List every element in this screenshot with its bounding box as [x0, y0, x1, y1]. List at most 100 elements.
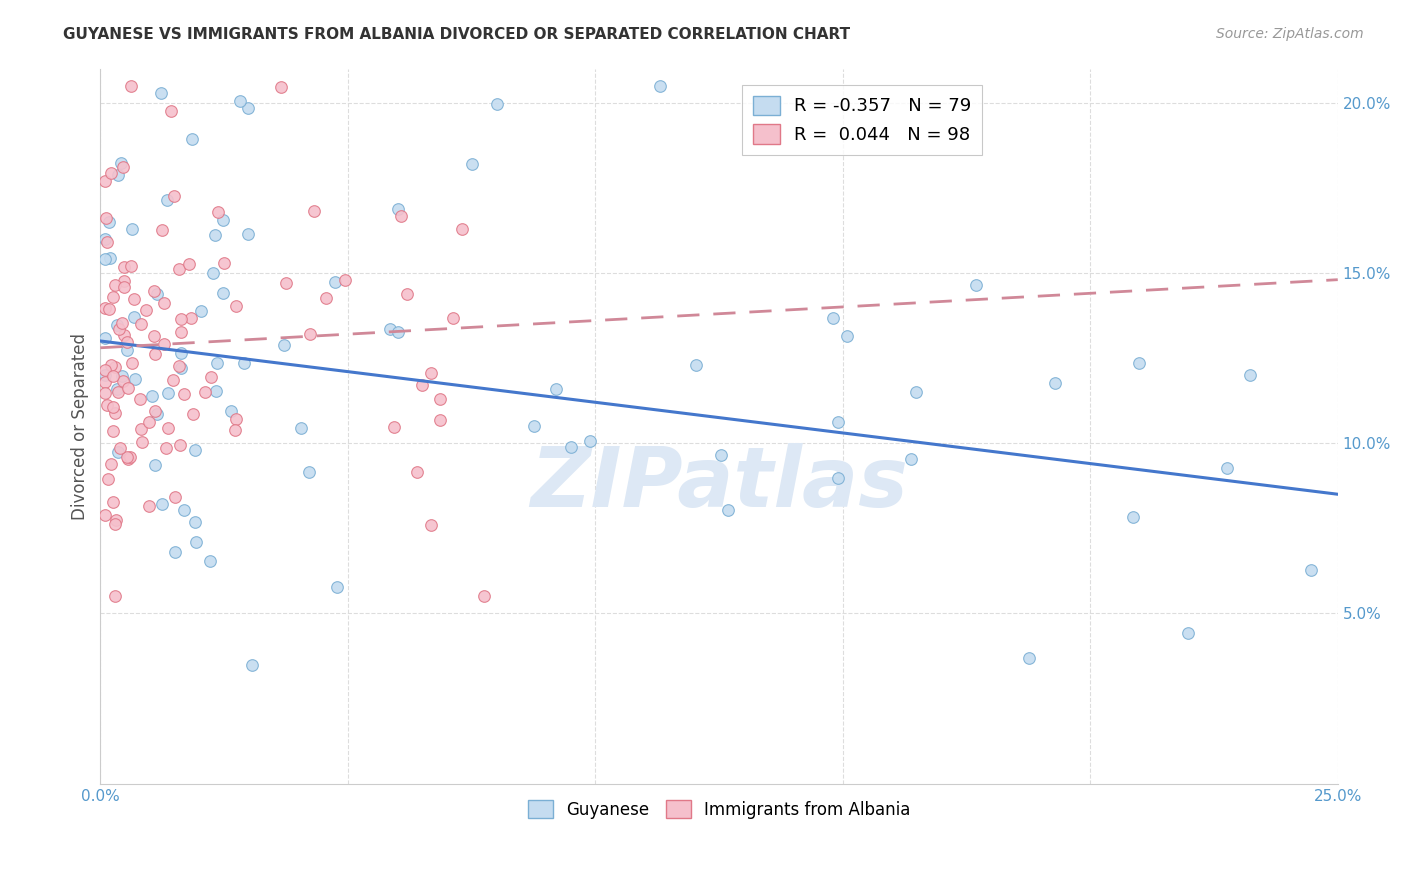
- Point: [142, 328, 165, 343]
- Point: [100, 358, 122, 372]
- Point: [100, 251, 122, 265]
- Point: [180, 311, 202, 326]
- Point: [273, 338, 295, 352]
- Point: [441, 310, 464, 325]
- Point: [129, 392, 152, 406]
- Point: [105, 318, 128, 332]
- Point: [129, 422, 152, 436]
- Point: [115, 450, 138, 464]
- Point: [100, 166, 122, 180]
- Point: [105, 382, 128, 396]
- Point: [122, 292, 145, 306]
- Point: [101, 369, 124, 384]
- Point: [94, 331, 117, 345]
- Point: [112, 327, 135, 342]
- Point: [523, 419, 546, 434]
- Point: [212, 212, 235, 227]
- Point: [94, 211, 117, 225]
- Point: [835, 328, 858, 343]
- Point: [94, 508, 117, 522]
- Point: [238, 227, 260, 241]
- Point: [579, 434, 602, 448]
- Point: [406, 465, 429, 479]
- Point: [173, 386, 195, 401]
- Point: [100, 457, 122, 471]
- Point: [107, 445, 129, 459]
- Point: [212, 286, 235, 301]
- Point: [117, 452, 139, 467]
- Point: [485, 96, 508, 111]
- Point: [827, 471, 849, 485]
- Point: [717, 503, 740, 517]
- Point: [326, 580, 349, 594]
- Point: [450, 222, 472, 236]
- Point: [429, 413, 451, 427]
- Point: [904, 384, 927, 399]
- Point: [104, 516, 127, 531]
- Point: [270, 79, 292, 94]
- Text: ZIPatlas: ZIPatlas: [530, 442, 908, 524]
- Point: [276, 276, 298, 290]
- Point: [104, 278, 127, 293]
- Point: [108, 441, 131, 455]
- Point: [120, 78, 142, 93]
- Point: [162, 373, 184, 387]
- Point: [131, 434, 153, 449]
- Point: [184, 534, 207, 549]
- Point: [224, 423, 246, 437]
- Point: [546, 382, 568, 396]
- Point: [112, 374, 135, 388]
- Point: [378, 322, 401, 336]
- Point: [143, 404, 166, 418]
- Point: [103, 406, 125, 420]
- Point: [129, 317, 152, 331]
- Point: [1122, 510, 1144, 524]
- Point: [101, 424, 124, 438]
- Point: [177, 257, 200, 271]
- Point: [395, 286, 418, 301]
- Point: [181, 407, 204, 421]
- Point: [429, 392, 451, 406]
- Point: [107, 385, 129, 400]
- Point: [150, 223, 173, 237]
- Point: [94, 174, 117, 188]
- Point: [474, 590, 496, 604]
- Point: [145, 287, 167, 301]
- Point: [1301, 563, 1323, 577]
- Point: [323, 275, 346, 289]
- Point: [165, 545, 187, 559]
- Point: [170, 325, 193, 339]
- Point: [163, 189, 186, 203]
- Point: [461, 157, 484, 171]
- Point: [650, 78, 672, 93]
- Point: [142, 284, 165, 298]
- Point: [420, 518, 443, 533]
- Point: [170, 312, 193, 326]
- Point: [121, 222, 143, 236]
- Point: [94, 375, 117, 389]
- Point: [103, 400, 125, 414]
- Point: [96, 235, 118, 250]
- Point: [118, 450, 141, 464]
- Point: [107, 322, 129, 336]
- Point: [685, 358, 707, 372]
- Point: [965, 278, 987, 293]
- Point: [120, 259, 142, 273]
- Point: [135, 302, 157, 317]
- Point: [827, 415, 849, 429]
- Point: [110, 156, 132, 170]
- Point: [94, 231, 117, 245]
- Point: [238, 101, 260, 115]
- Point: [160, 103, 183, 118]
- Text: GUYANESE VS IMMIGRANTS FROM ALBANIA DIVORCED OR SEPARATED CORRELATION CHART: GUYANESE VS IMMIGRANTS FROM ALBANIA DIVO…: [63, 27, 851, 42]
- Point: [315, 292, 337, 306]
- Point: [333, 273, 356, 287]
- Point: [143, 347, 166, 361]
- Point: [200, 369, 222, 384]
- Point: [1177, 626, 1199, 640]
- Point: [94, 363, 117, 377]
- Point: [389, 210, 412, 224]
- Point: [152, 337, 174, 351]
- Point: [225, 299, 247, 313]
- Point: [298, 465, 321, 479]
